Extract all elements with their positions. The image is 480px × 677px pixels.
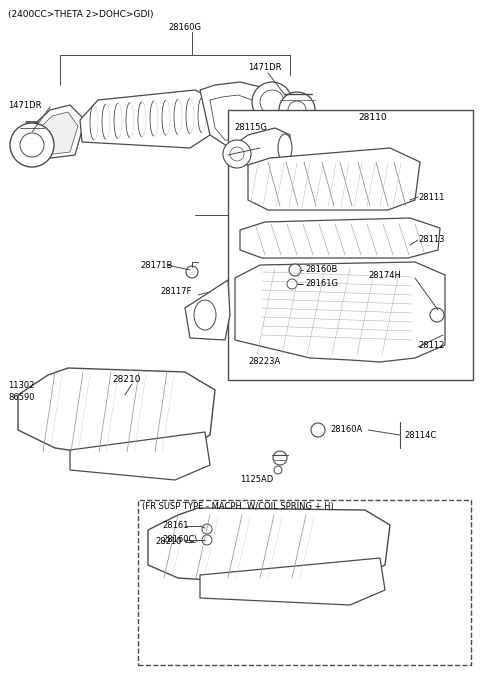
Polygon shape <box>230 128 290 168</box>
Circle shape <box>20 133 44 157</box>
Text: 28113: 28113 <box>418 236 444 244</box>
Text: 28210: 28210 <box>112 376 141 385</box>
Circle shape <box>10 123 54 167</box>
Polygon shape <box>200 558 385 605</box>
Bar <box>228 110 473 380</box>
Text: 28160A: 28160A <box>330 426 362 435</box>
Text: 28117F: 28117F <box>160 288 192 297</box>
Text: 1125AD: 1125AD <box>240 475 273 485</box>
Text: 28171B: 28171B <box>140 261 172 269</box>
Circle shape <box>273 451 287 465</box>
Polygon shape <box>148 508 390 585</box>
Text: 86590: 86590 <box>8 393 35 403</box>
Circle shape <box>53 388 57 392</box>
Circle shape <box>287 279 297 289</box>
Circle shape <box>51 386 59 394</box>
Polygon shape <box>185 280 230 340</box>
Polygon shape <box>240 218 440 258</box>
Ellipse shape <box>194 300 216 330</box>
Circle shape <box>274 466 282 474</box>
Polygon shape <box>18 368 215 458</box>
Text: 28174H: 28174H <box>368 271 401 280</box>
Circle shape <box>186 266 198 278</box>
Polygon shape <box>30 112 78 156</box>
Circle shape <box>46 381 64 399</box>
Text: 28112: 28112 <box>418 341 444 349</box>
Circle shape <box>430 308 444 322</box>
Text: 1471DR: 1471DR <box>8 100 41 110</box>
Text: 28161: 28161 <box>162 521 189 531</box>
Circle shape <box>260 90 284 114</box>
Ellipse shape <box>278 134 292 162</box>
Text: 28223A: 28223A <box>248 357 280 366</box>
Text: 28210: 28210 <box>155 538 181 546</box>
Text: 28110: 28110 <box>358 114 386 123</box>
Text: (2400CC>THETA 2>DOHC>GDI): (2400CC>THETA 2>DOHC>GDI) <box>8 9 154 18</box>
Polygon shape <box>70 432 210 480</box>
Circle shape <box>288 101 306 119</box>
Text: (FR SUSP TYPE - MACPH. W/COIL SPRING + H): (FR SUSP TYPE - MACPH. W/COIL SPRING + H… <box>142 502 334 510</box>
Polygon shape <box>80 90 215 148</box>
Text: 28160C: 28160C <box>162 536 194 544</box>
Circle shape <box>202 535 212 545</box>
Text: 11302: 11302 <box>8 380 35 389</box>
Polygon shape <box>235 262 445 362</box>
Polygon shape <box>22 105 85 160</box>
Text: 28160B: 28160B <box>305 265 337 274</box>
Text: 1471DR: 1471DR <box>248 64 281 72</box>
Polygon shape <box>248 148 420 210</box>
Circle shape <box>230 147 244 161</box>
Polygon shape <box>200 82 280 148</box>
Text: 28161G: 28161G <box>305 280 338 288</box>
Polygon shape <box>210 95 262 140</box>
Text: 28114C: 28114C <box>404 431 436 439</box>
Circle shape <box>311 423 325 437</box>
Bar <box>138 500 471 665</box>
Text: 28115G: 28115G <box>234 123 267 131</box>
Circle shape <box>202 524 212 534</box>
Circle shape <box>252 82 292 122</box>
Circle shape <box>289 264 301 276</box>
Text: 28111: 28111 <box>418 192 444 202</box>
Text: 28160G: 28160G <box>168 24 201 32</box>
Circle shape <box>223 140 251 168</box>
Circle shape <box>279 92 315 128</box>
